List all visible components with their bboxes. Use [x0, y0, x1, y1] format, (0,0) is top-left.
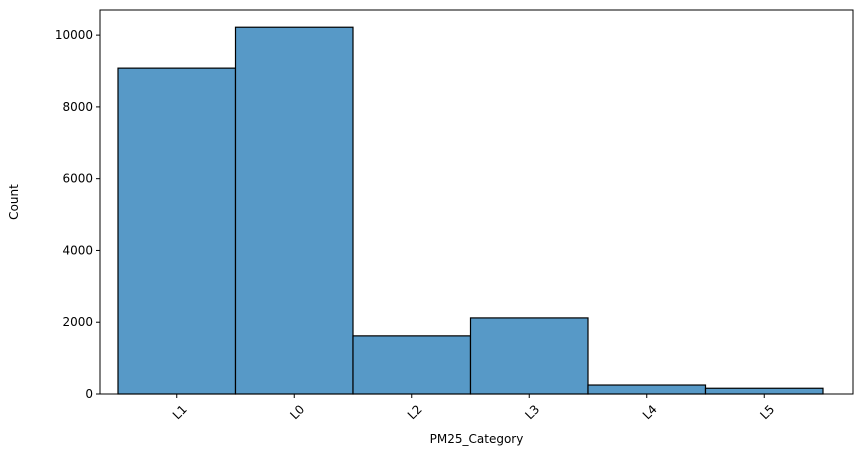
x-tick-label-l5: L5 — [757, 402, 777, 422]
bar-l3 — [469, 317, 589, 395]
y-tick-label-6000: 6000 — [62, 172, 93, 186]
y-tick-label-2000: 2000 — [62, 315, 93, 329]
x-axis-label: PM25_Category — [430, 432, 524, 446]
bar-l5 — [704, 387, 824, 395]
y-axis: 0 2000 4000 6000 8000 10000 — [55, 28, 100, 401]
x-tick-label-l0: L0 — [287, 402, 307, 422]
x-tick-label-l3: L3 — [522, 402, 542, 422]
bar-l0 — [234, 26, 354, 395]
y-axis-label: Count — [7, 184, 21, 220]
x-tick-label-l1: L1 — [170, 402, 190, 422]
bars-group — [117, 26, 824, 395]
bar-l4 — [587, 384, 707, 395]
plot-frame — [99, 9, 854, 395]
y-tick-label-4000: 4000 — [62, 243, 93, 257]
bar-l2 — [352, 335, 472, 395]
y-tick-label-8000: 8000 — [62, 100, 93, 114]
x-tick-label-l2: L2 — [405, 402, 425, 422]
y-tick-label-0: 0 — [85, 387, 93, 401]
x-axis: L1 L0 L2 L3 L4 L5 — [170, 394, 777, 422]
x-tick-label-l4: L4 — [640, 402, 660, 422]
y-tick-label-10000: 10000 — [55, 28, 93, 42]
bar-l1 — [117, 67, 237, 395]
